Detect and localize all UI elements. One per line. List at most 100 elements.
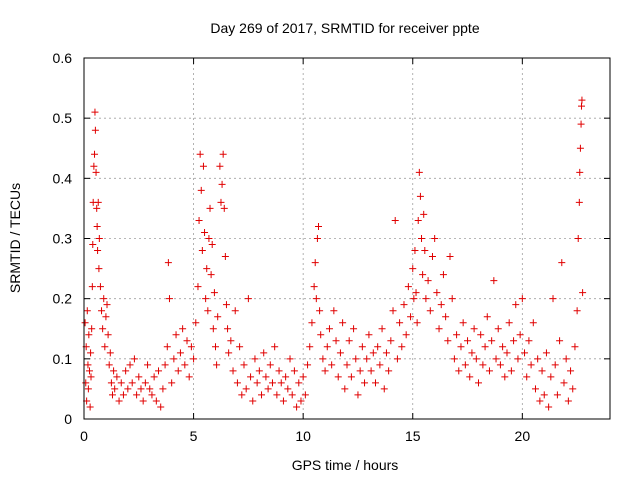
data-point — [424, 277, 432, 285]
data-point — [415, 168, 423, 176]
data-points — [81, 96, 587, 411]
data-point — [556, 337, 564, 345]
data-point — [122, 367, 130, 375]
data-point — [488, 337, 496, 345]
data-point — [571, 343, 579, 351]
data-point — [560, 379, 568, 387]
data-point — [523, 373, 531, 381]
data-point — [475, 379, 482, 387]
data-point — [105, 361, 113, 369]
data-point — [93, 222, 101, 230]
data-point — [111, 385, 119, 393]
data-point — [115, 397, 123, 405]
data-point — [466, 373, 474, 381]
data-point — [96, 283, 104, 291]
data-point — [343, 361, 351, 369]
data-point — [91, 150, 99, 158]
data-point — [81, 319, 89, 327]
data-point — [485, 367, 493, 375]
data-point — [135, 373, 143, 381]
data-point — [315, 222, 323, 230]
data-point — [410, 295, 418, 303]
y-tick-label: 0.1 — [53, 351, 73, 367]
data-point — [503, 349, 511, 357]
data-point — [374, 343, 382, 351]
data-point — [155, 367, 163, 375]
data-point — [389, 307, 397, 315]
data-point — [262, 373, 270, 381]
data-point — [84, 385, 92, 393]
data-point — [564, 397, 572, 405]
x-tick-label: 0 — [80, 428, 88, 444]
data-point — [159, 385, 167, 393]
data-point — [418, 235, 426, 242]
data-point — [457, 343, 465, 351]
data-point — [198, 247, 206, 255]
data-point — [240, 361, 248, 369]
y-tick-label: 0.5 — [53, 110, 73, 126]
data-point — [527, 361, 535, 369]
data-point — [251, 355, 259, 363]
data-point — [341, 385, 349, 393]
data-point — [216, 162, 224, 170]
data-point — [365, 331, 373, 339]
data-point — [332, 337, 340, 345]
data-point — [538, 367, 546, 375]
data-point — [95, 265, 103, 273]
data-point — [411, 247, 419, 255]
data-point — [139, 397, 147, 405]
data-point — [221, 253, 229, 261]
data-point — [219, 150, 227, 158]
data-point — [174, 367, 182, 375]
data-point — [297, 397, 305, 405]
data-point — [422, 295, 430, 303]
data-point — [536, 397, 544, 405]
chart-title: Day 269 of 2017, SRMTID for receiver ppt… — [210, 20, 479, 36]
data-point — [90, 162, 98, 170]
data-point — [334, 373, 342, 381]
data-point — [94, 247, 102, 255]
data-point — [579, 289, 587, 297]
data-point — [328, 361, 336, 369]
data-point — [306, 343, 314, 351]
data-point — [208, 241, 216, 249]
data-point — [330, 307, 338, 315]
data-point — [150, 373, 158, 381]
data-point — [575, 198, 583, 206]
data-point — [512, 301, 520, 309]
data-point — [499, 343, 507, 351]
data-point — [479, 361, 487, 369]
data-point — [339, 319, 347, 327]
data-point — [369, 349, 377, 357]
data-point — [345, 337, 353, 345]
data-point — [104, 331, 112, 339]
data-point — [437, 301, 445, 309]
data-point — [98, 307, 106, 315]
data-point — [86, 403, 94, 411]
data-point — [108, 391, 116, 399]
data-point — [161, 361, 169, 369]
data-point — [295, 379, 303, 387]
data-point — [316, 307, 324, 315]
data-point — [220, 204, 228, 212]
data-point — [206, 204, 214, 212]
data-point — [426, 307, 434, 315]
data-point — [275, 367, 283, 375]
data-point — [501, 373, 509, 381]
data-point — [212, 343, 219, 351]
data-point — [288, 391, 296, 399]
data-point — [148, 391, 156, 399]
data-point — [576, 144, 584, 152]
data-point — [202, 295, 210, 303]
data-point — [253, 379, 261, 387]
data-point — [192, 319, 200, 327]
data-point — [196, 150, 204, 158]
data-point — [444, 337, 452, 345]
data-point — [398, 343, 406, 351]
data-point — [516, 331, 524, 339]
data-point — [164, 259, 172, 267]
x-axis-label: GPS time / hours — [292, 457, 399, 473]
data-point — [361, 379, 369, 387]
data-point — [93, 204, 101, 212]
data-point — [393, 355, 401, 363]
